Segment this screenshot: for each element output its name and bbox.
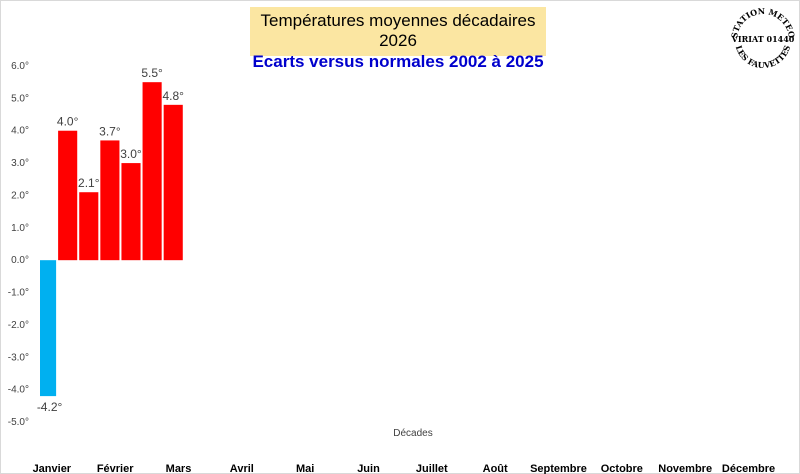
data-labels: -4.2° 4.0° 2.1° 3.7° 3.0° 5.5° 4.8° bbox=[37, 66, 184, 414]
y-axis: 6.0° 5.0° 4.0° 3.0° 2.0° 1.0° 0.0° -1.0° -2.0° -3… bbox=[8, 61, 29, 428]
month-label: Octobre bbox=[601, 463, 643, 474]
bar bbox=[121, 163, 141, 261]
y-tick-label: -4.0° bbox=[8, 385, 29, 396]
month-label: Juillet bbox=[416, 463, 448, 474]
data-label: 4.8° bbox=[162, 89, 184, 103]
stamp-middle-text: VIRIAT 01440 bbox=[731, 34, 795, 44]
month-label: Décembre bbox=[722, 463, 775, 474]
month-label: Novembre bbox=[658, 463, 712, 474]
y-tick-label: -3.0° bbox=[8, 352, 29, 363]
x-axis: Janvier Février Mars Avril Mai Juin Juillet Aoû… bbox=[33, 463, 776, 474]
bar bbox=[79, 192, 99, 261]
bars bbox=[40, 82, 183, 397]
y-tick-label: 4.0° bbox=[11, 126, 29, 137]
data-label: 3.7° bbox=[99, 124, 121, 138]
month-label: Janvier bbox=[33, 463, 72, 474]
y-tick-label: 3.0° bbox=[11, 158, 29, 169]
data-label: -4.2° bbox=[37, 400, 63, 414]
data-label: 3.0° bbox=[120, 147, 142, 161]
month-label: Août bbox=[483, 463, 508, 474]
bar bbox=[58, 130, 78, 261]
y-tick-label: -1.0° bbox=[8, 288, 29, 299]
y-tick-label: -5.0° bbox=[8, 417, 29, 428]
data-label: 4.0° bbox=[57, 115, 79, 129]
y-tick-label: -2.0° bbox=[8, 320, 29, 331]
bar bbox=[163, 104, 183, 261]
y-tick-label: 2.0° bbox=[11, 190, 29, 201]
y-tick-label: 6.0° bbox=[11, 61, 29, 72]
station-stamp-logo: STATION METEO VIRIAT 01440 LES FAUVETTES bbox=[729, 6, 797, 70]
y-tick-label: 5.0° bbox=[11, 93, 29, 104]
month-label: Juin bbox=[357, 463, 380, 474]
month-label: Février bbox=[97, 463, 134, 474]
chart-title: Températures moyennes décadaires 2026 bbox=[260, 11, 536, 50]
month-label: Septembre bbox=[530, 463, 587, 474]
chart-subtitle: Ecarts versus normales 2002 à 2025 bbox=[252, 52, 544, 71]
bar bbox=[142, 82, 162, 261]
data-label: 5.5° bbox=[141, 66, 163, 80]
title-box: Températures moyennes décadaires 2026 Ec… bbox=[250, 7, 546, 71]
x-axis-title: Décades bbox=[393, 428, 432, 439]
y-tick-label: 1.0° bbox=[11, 223, 29, 234]
bar bbox=[100, 140, 120, 261]
month-label: Mai bbox=[296, 463, 314, 474]
y-tick-label: 0.0° bbox=[11, 255, 29, 266]
month-label: Mars bbox=[166, 463, 192, 474]
bar bbox=[40, 260, 57, 397]
month-label: Avril bbox=[230, 463, 254, 474]
data-label: 2.1° bbox=[78, 176, 100, 190]
